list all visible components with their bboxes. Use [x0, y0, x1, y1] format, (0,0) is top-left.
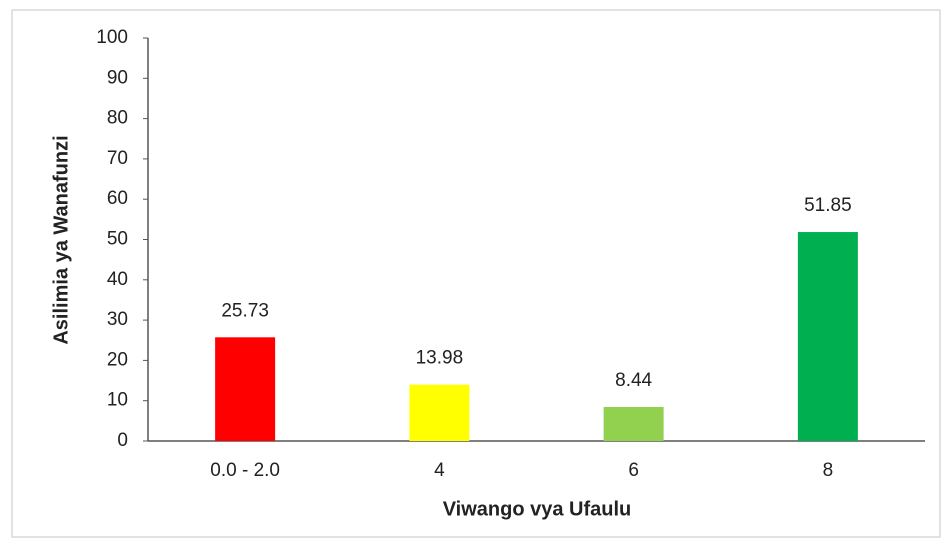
y-tick-label: 60: [107, 188, 128, 209]
y-tick-label: 40: [107, 269, 128, 290]
y-tick-label: 10: [107, 390, 128, 411]
bar: [215, 337, 276, 441]
y-tick-label: 90: [107, 67, 128, 88]
data-label: 25.73: [221, 300, 269, 321]
x-tick-label: 0.0 - 2.0: [210, 460, 280, 481]
x-tick-label: 4: [434, 460, 445, 481]
x-tick-label: 6: [628, 460, 639, 481]
data-label: 51.85: [804, 195, 852, 216]
x-tick-label: 8: [823, 460, 834, 481]
x-axis-title: Viwango vya Ufaulu: [443, 498, 632, 520]
y-tick-label: 100: [96, 27, 128, 48]
y-axis-title: Asilimia ya Wanafunzi: [50, 135, 72, 344]
y-tick-label: 0: [117, 430, 128, 451]
bar: [603, 406, 664, 441]
bar: [797, 232, 858, 441]
y-tick-label: 20: [107, 349, 128, 370]
frame: [11, 9, 941, 538]
y-tick-label: 50: [107, 229, 128, 250]
y-tick-label: 80: [107, 108, 128, 129]
y-tick-label: 30: [107, 309, 128, 330]
y-tick-label: 70: [107, 148, 128, 169]
bar: [409, 384, 470, 441]
data-label: 8.44: [615, 370, 652, 391]
data-label: 13.98: [416, 348, 464, 369]
